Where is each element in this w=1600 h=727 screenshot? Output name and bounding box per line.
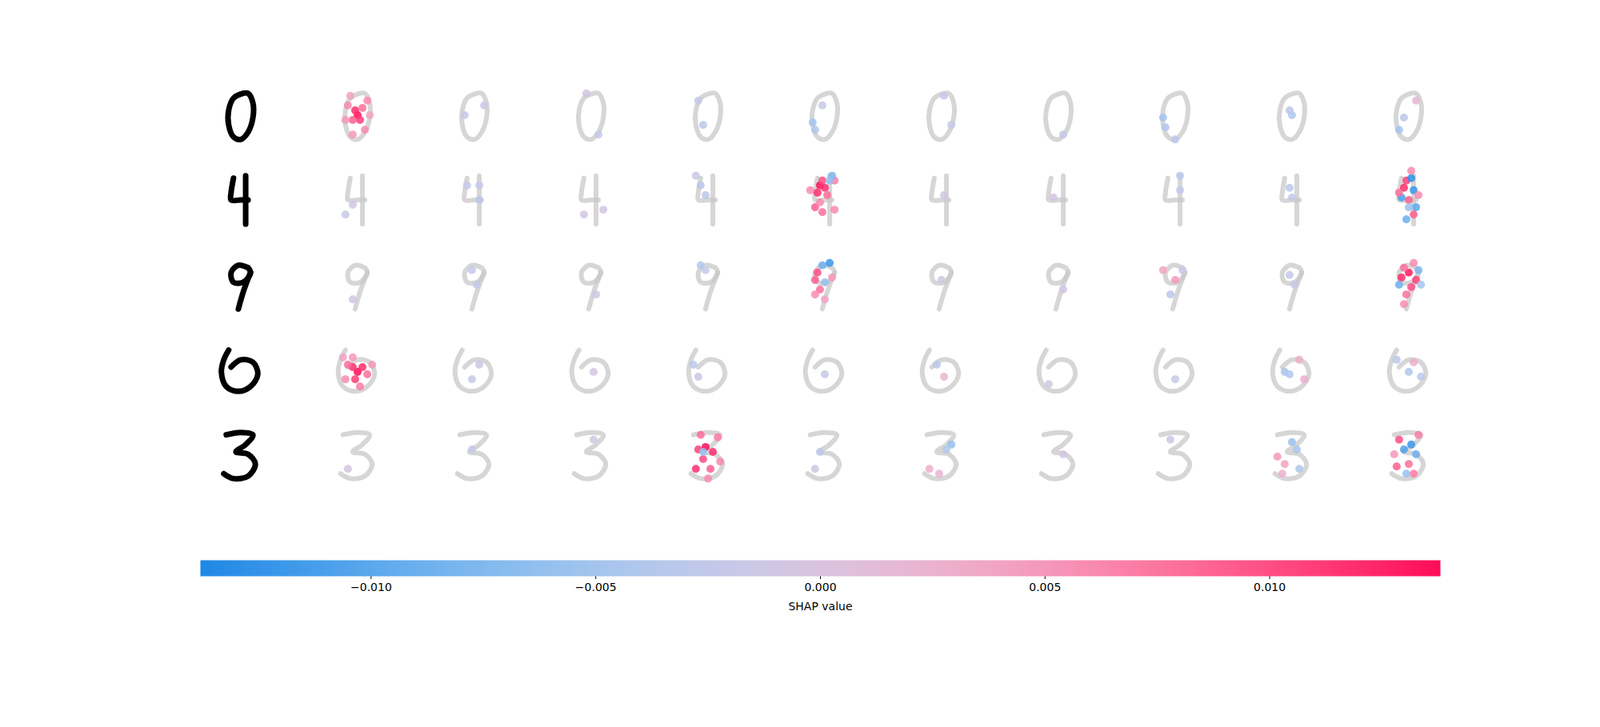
svg-text:0.005: 0.005 bbox=[1028, 580, 1061, 594]
svg-text:−0.005: −0.005 bbox=[575, 580, 617, 594]
svg-text:0.010: 0.010 bbox=[1253, 580, 1286, 594]
svg-text:0.000: 0.000 bbox=[804, 580, 836, 594]
svg-text:−0.010: −0.010 bbox=[350, 580, 392, 594]
svg-text:SHAP value: SHAP value bbox=[788, 600, 852, 613]
